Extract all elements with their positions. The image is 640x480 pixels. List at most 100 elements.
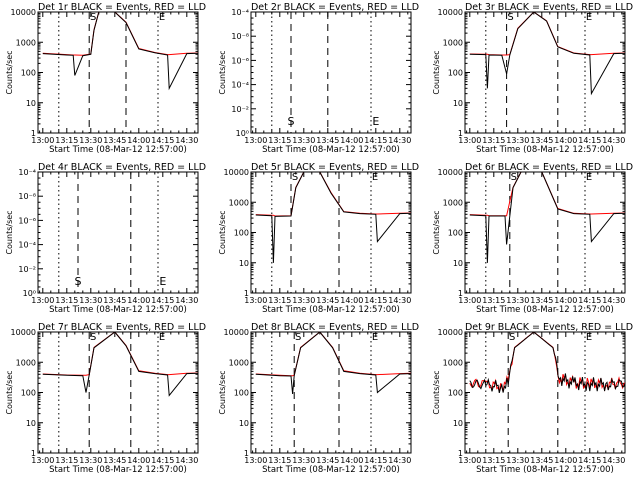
marker-s: S (288, 115, 295, 128)
x-tick-label: 13:30 (506, 296, 529, 305)
panel-title: Det 9r BLACK = Events, RED = LLD (465, 322, 633, 333)
marker-e: E (372, 332, 378, 343)
y-tick-label: 10⁻⁴ (231, 8, 249, 17)
y-tick-label: 10⁰ (236, 129, 249, 138)
x-tick-label: 13:30 (79, 456, 102, 465)
y-tick-label: 10⁻⁸ (18, 192, 36, 201)
x-tick-label: 13:45 (530, 136, 553, 145)
marker-s: S (509, 332, 515, 343)
x-tick-label: 13:45 (103, 456, 126, 465)
x-tick-label: 13:15 (268, 456, 291, 465)
x-tick-label: 14:30 (175, 296, 198, 305)
series-events (469, 12, 625, 96)
y-tick-label: 100 (448, 69, 463, 78)
x-tick-label: 14:00 (340, 296, 363, 305)
series-lld (255, 332, 411, 377)
x-tick-label: 13:15 (482, 456, 505, 465)
marker-e: E (586, 332, 592, 343)
y-tick-label: 10000 (11, 328, 36, 337)
x-tick-label: 14:30 (388, 456, 411, 465)
plot-frame (37, 331, 199, 454)
x-tick-label: 13:45 (103, 136, 126, 145)
plot-frame (464, 11, 626, 134)
panel-title: Det 6r BLACK = Events, RED = LLD (465, 162, 633, 173)
series-events (42, 332, 198, 397)
panel-det-3: Det 3r BLACK = Events, RED = LLD 1 10 100 10… (432, 2, 633, 155)
x-tick-label: 13:45 (316, 456, 339, 465)
x-tick-label: 14:30 (388, 296, 411, 305)
panel-det-2: Det 2r BLACK = Events, RED = LLD 10⁰ 10⁻² 1… (218, 2, 419, 155)
marker-e: E (159, 12, 165, 23)
panel-title: Det 8r BLACK = Events, RED = LLD (251, 322, 419, 333)
y-axis-label: Counts/sec (432, 370, 441, 414)
x-axis-label: Start Time (08-Mar-12 12:57:00) (476, 305, 614, 315)
x-tick-label: 13:45 (530, 456, 553, 465)
plot-frame (250, 171, 412, 294)
series-events (42, 12, 198, 91)
x-tick-label: 14:00 (127, 136, 150, 145)
y-axis-label: Counts/sec (218, 370, 227, 414)
marker-s: S (75, 275, 82, 288)
marker-s: S (295, 332, 301, 343)
marker-e: E (372, 172, 378, 183)
panel-title: Det 7r BLACK = Events, RED = LLD (38, 322, 206, 333)
panel-det-1: Det 1r BLACK = Events, RED = LLD 1 10 100 10… (5, 2, 206, 155)
marker-s: S (90, 332, 96, 343)
y-tick-label: 1 (458, 289, 463, 298)
marker-s: S (90, 12, 96, 23)
x-tick-label: 13:15 (268, 296, 291, 305)
y-tick-label: 10 (239, 419, 249, 428)
x-tick-label: 14:15 (578, 136, 601, 145)
marker-e: E (586, 12, 592, 23)
x-axis-label: Start Time (08-Mar-12 12:57:00) (262, 465, 400, 475)
panel-det-4: Det 4r BLACK = Events, RED = LLD 10⁰ 10⁻² 1… (5, 162, 206, 315)
x-tick-label: 14:15 (151, 456, 174, 465)
y-tick-label: 10 (453, 419, 463, 428)
y-tick-label: 100 (21, 69, 36, 78)
x-tick-label: 13:00 (458, 296, 481, 305)
y-tick-label: 100 (234, 229, 249, 238)
y-tick-label: 10⁰ (23, 289, 36, 298)
series-lld (469, 172, 625, 217)
x-axis-label: Start Time (08-Mar-12 12:57:00) (476, 465, 614, 475)
panel-title: Det 2r BLACK = Events, RED = LLD (251, 2, 419, 13)
series-events (255, 332, 411, 394)
x-tick-label: 13:45 (103, 296, 126, 305)
panel-title: Det 5r BLACK = Events, RED = LLD (251, 162, 419, 173)
x-tick-label: 14:00 (554, 296, 577, 305)
panel-det-7: Det 7r BLACK = Events, RED = LLD 1 10 100 10… (5, 322, 206, 475)
x-tick-label: 14:15 (364, 456, 387, 465)
x-tick-label: 13:15 (55, 296, 78, 305)
x-tick-label: 14:00 (127, 296, 150, 305)
panel-title: Det 1r BLACK = Events, RED = LLD (38, 2, 206, 13)
x-tick-label: 13:00 (244, 296, 267, 305)
y-tick-label: 1 (31, 449, 36, 458)
series-lld (469, 12, 625, 56)
x-tick-label: 13:45 (316, 136, 339, 145)
y-tick-label: 10⁻⁶ (18, 216, 36, 225)
marker-s: S (292, 172, 298, 183)
series-lld (255, 172, 411, 217)
x-axis-label: Start Time (08-Mar-12 12:57:00) (49, 145, 187, 155)
plot-frame (464, 171, 626, 294)
x-axis-label: Start Time (08-Mar-12 12:57:00) (262, 305, 400, 315)
y-tick-label: 1000 (229, 358, 249, 367)
y-tick-label: 10 (26, 419, 36, 428)
x-tick-label: 14:30 (175, 456, 198, 465)
x-tick-label: 14:15 (578, 296, 601, 305)
x-tick-label: 13:00 (458, 136, 481, 145)
marker-s: S (511, 172, 517, 183)
y-tick-label: 10000 (438, 328, 463, 337)
x-tick-label: 13:30 (292, 136, 315, 145)
x-tick-label: 14:30 (175, 136, 198, 145)
x-tick-label: 13:30 (506, 136, 529, 145)
y-tick-label: 1 (244, 289, 249, 298)
plot-frame (37, 171, 199, 294)
y-axis-label: Counts/sec (218, 210, 227, 254)
x-tick-label: 13:00 (244, 456, 267, 465)
y-tick-label: 10⁻⁴ (231, 81, 249, 90)
y-tick-label: 10 (453, 99, 463, 108)
x-tick-label: 13:15 (268, 136, 291, 145)
y-tick-label: 1 (458, 129, 463, 138)
